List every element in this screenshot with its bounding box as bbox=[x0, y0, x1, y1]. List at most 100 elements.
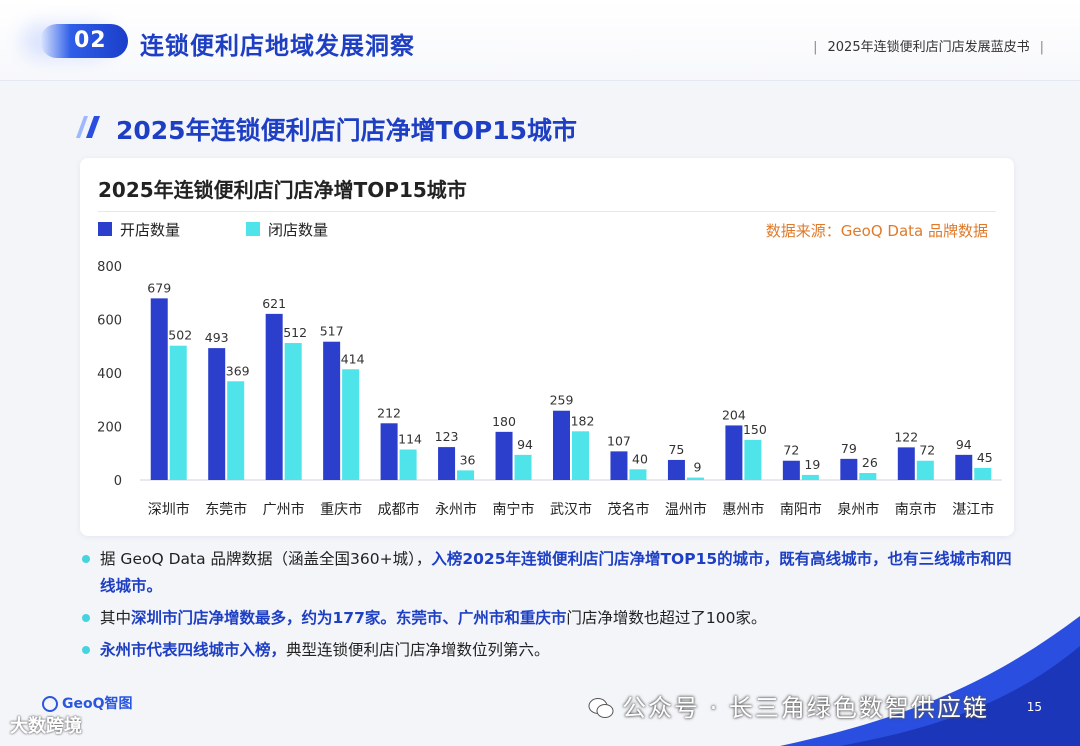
data-label-close: 40 bbox=[632, 451, 648, 466]
bar-close bbox=[514, 454, 532, 480]
bar-close bbox=[916, 460, 934, 480]
data-label-open: 123 bbox=[435, 429, 459, 444]
bullet-text: 典型连锁便利店门店净增数位列第六。 bbox=[286, 641, 550, 659]
x-tick-label: 南阳市 bbox=[780, 501, 822, 518]
bar-close bbox=[744, 439, 762, 480]
bullet-dot bbox=[82, 646, 90, 654]
slash-icon bbox=[76, 116, 100, 138]
bar-open bbox=[897, 447, 915, 480]
data-label-close: 150 bbox=[743, 422, 767, 437]
bar-close bbox=[974, 467, 992, 480]
bullet-text: 据 GeoQ Data 品牌数据（涵盖全国360+城）， bbox=[100, 550, 432, 568]
bullet-text: 其中 bbox=[100, 609, 132, 627]
chart-title: 2025年连锁便利店门店净增TOP15城市 bbox=[98, 178, 467, 202]
y-tick-label: 800 bbox=[97, 260, 122, 275]
x-tick-label: 惠州市 bbox=[722, 501, 764, 518]
data-label-close: 182 bbox=[571, 413, 595, 428]
data-label-close: 114 bbox=[398, 432, 422, 447]
x-tick-label: 南宁市 bbox=[493, 501, 535, 518]
data-label-close: 19 bbox=[804, 457, 820, 472]
section-title: 连锁便利店地域发展洞察 bbox=[140, 32, 415, 60]
legend-swatch-close bbox=[246, 222, 260, 236]
bar-close bbox=[284, 343, 302, 480]
bar-open bbox=[667, 459, 685, 480]
x-tick-label: 永州市 bbox=[435, 501, 477, 518]
bar-close bbox=[686, 477, 704, 480]
section-number-badge: 02 bbox=[40, 24, 128, 58]
data-label-open: 204 bbox=[722, 407, 746, 422]
bullet-dot bbox=[82, 614, 90, 622]
header-bar: 02 连锁便利店地域发展洞察 | 2025年连锁便利店门店发展蓝皮书 | bbox=[0, 0, 1080, 81]
data-label-close: 26 bbox=[862, 455, 878, 470]
section-number: 02 bbox=[74, 28, 107, 53]
chart-card: 2025年连锁便利店门店净增TOP15城市 开店数量 闭店数量 数据来源：Geo… bbox=[80, 158, 1014, 536]
bullet-text: 门店净增数也超过了100家。 bbox=[566, 609, 767, 627]
bar-open bbox=[438, 447, 456, 480]
bar-close bbox=[801, 474, 819, 480]
x-tick-label: 南京市 bbox=[895, 501, 937, 518]
data-label-close: 94 bbox=[517, 437, 533, 452]
data-label-open: 94 bbox=[956, 437, 972, 452]
watermark-right: 公众号 · 长三角绿色数智供应链 bbox=[588, 688, 989, 723]
bar-close bbox=[227, 381, 245, 480]
bar-close bbox=[572, 431, 589, 480]
insight-bullet: 永州市代表四线城市入榜，典型连锁便利店门店净增数位列第六。 bbox=[80, 637, 1020, 664]
bar-close bbox=[399, 449, 417, 480]
report-title-text: 2025年连锁便利店门店发展蓝皮书 bbox=[827, 40, 1030, 55]
page-number: 15 bbox=[1026, 700, 1042, 714]
bar-close bbox=[629, 469, 647, 480]
x-tick-label: 重庆市 bbox=[320, 501, 362, 518]
legend-label-open: 开店数量 bbox=[120, 221, 181, 239]
x-tick-label: 成都市 bbox=[378, 501, 420, 518]
bar-close bbox=[342, 369, 360, 480]
y-tick-label: 600 bbox=[97, 314, 122, 329]
bar-open bbox=[208, 348, 226, 480]
data-label-open: 72 bbox=[783, 443, 799, 458]
divider bbox=[98, 211, 996, 212]
brand-logo: GeoQ智图 bbox=[42, 693, 133, 713]
data-label-open: 517 bbox=[320, 324, 344, 339]
bar-open bbox=[725, 425, 743, 480]
data-label-open: 107 bbox=[607, 433, 631, 448]
x-tick-label: 泉州市 bbox=[837, 501, 879, 518]
data-label-close: 512 bbox=[283, 325, 307, 340]
x-tick-label: 广州市 bbox=[263, 501, 305, 518]
data-label-close: 502 bbox=[168, 328, 192, 343]
watermark-left: 大数跨境 bbox=[10, 716, 82, 737]
data-label-open: 122 bbox=[894, 429, 918, 444]
data-source-note: 数据来源：GeoQ Data 品牌数据 bbox=[765, 222, 988, 240]
data-label-close: 414 bbox=[341, 351, 365, 366]
insight-bullet: 据 GeoQ Data 品牌数据（涵盖全国360+城），入榜2025年连锁便利店… bbox=[80, 546, 1020, 600]
bar-open bbox=[323, 341, 341, 480]
bar-close bbox=[859, 473, 877, 480]
x-tick-label: 湛江市 bbox=[952, 501, 994, 518]
data-label-open: 212 bbox=[377, 405, 401, 420]
bar-close bbox=[457, 470, 475, 480]
bar-open bbox=[782, 460, 800, 480]
data-label-close: 45 bbox=[977, 450, 993, 465]
data-label-open: 79 bbox=[841, 441, 857, 456]
data-label-close: 9 bbox=[693, 460, 701, 475]
data-label-close: 369 bbox=[226, 363, 250, 378]
wechat-icon bbox=[588, 698, 614, 718]
data-label-open: 180 bbox=[492, 414, 516, 429]
data-label-close: 72 bbox=[919, 443, 935, 458]
bar-chart: 0200400600800679502深圳市493369东莞市621512广州市… bbox=[97, 260, 1002, 518]
bar-open bbox=[610, 451, 628, 480]
insight-bullet: 其中深圳市门店净增数最多，约为177家。东莞市、广州市和重庆市门店净增数也超过了… bbox=[80, 605, 1020, 632]
bullet-text: 永州市代表四线城市入榜， bbox=[100, 641, 287, 659]
geoq-logo-icon bbox=[42, 696, 58, 712]
bar-open bbox=[553, 410, 570, 480]
data-label-open: 621 bbox=[262, 296, 286, 311]
x-tick-label: 武汉市 bbox=[550, 501, 592, 518]
data-label-open: 679 bbox=[147, 280, 171, 295]
bullet-text: 深圳市门店净增数最多，约为177家。东莞市、广州市和重庆市 bbox=[131, 609, 567, 627]
x-tick-label: 茂名市 bbox=[607, 501, 649, 518]
report-title: | 2025年连锁便利店门店发展蓝皮书 | bbox=[813, 40, 1044, 55]
bar-open bbox=[955, 454, 973, 480]
bar-open bbox=[495, 431, 513, 480]
insight-list: 据 GeoQ Data 品牌数据（涵盖全国360+城），入榜2025年连锁便利店… bbox=[80, 546, 1020, 669]
bar-close bbox=[169, 345, 187, 480]
legend-label-close: 闭店数量 bbox=[268, 221, 329, 239]
x-tick-label: 深圳市 bbox=[148, 501, 190, 518]
